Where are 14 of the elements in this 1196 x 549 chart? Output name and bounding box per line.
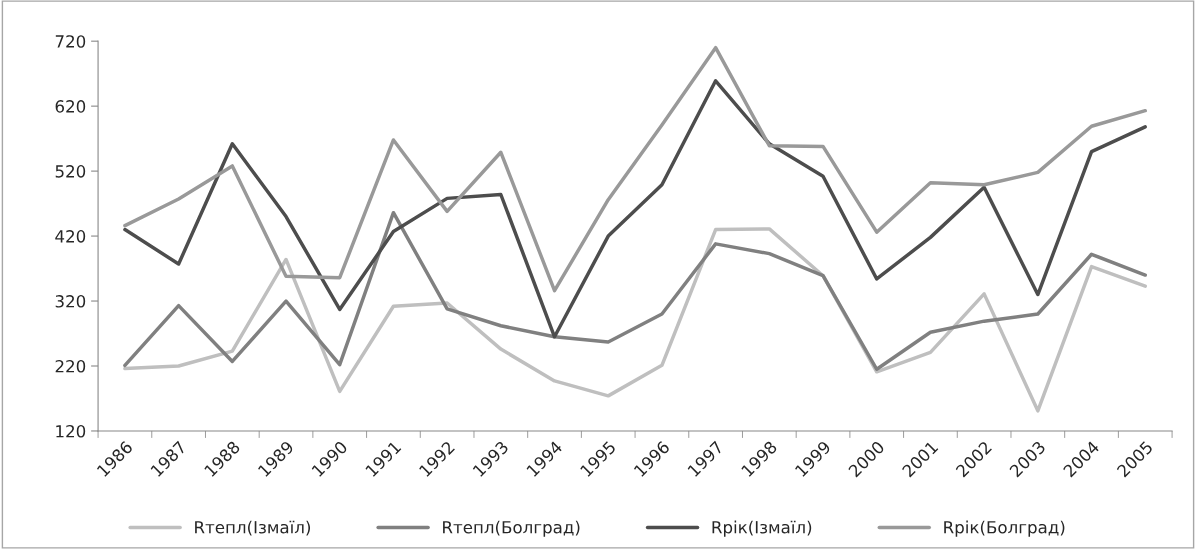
- line-series: [123, 210, 1147, 371]
- y-tick-label: 120: [56, 424, 86, 438]
- legend-label: Rрік(Болград): [944, 520, 1065, 537]
- line-series: [123, 45, 1147, 293]
- line-series: [123, 79, 1147, 339]
- y-tick-label: 220: [55, 359, 86, 373]
- y-tick-label: 720: [55, 35, 86, 48]
- legend-label: Rрік(Ізмаїл): [712, 520, 812, 537]
- y-tick-label: 620: [55, 100, 86, 113]
- legend-label: Rтепл(Ізмаїл): [195, 520, 310, 536]
- y-tick-label: 320: [55, 295, 86, 308]
- y-tick-label: 520: [55, 165, 86, 178]
- y-tick-label: 420: [55, 230, 86, 243]
- legend-label: Rтепл(Болград): [443, 520, 580, 537]
